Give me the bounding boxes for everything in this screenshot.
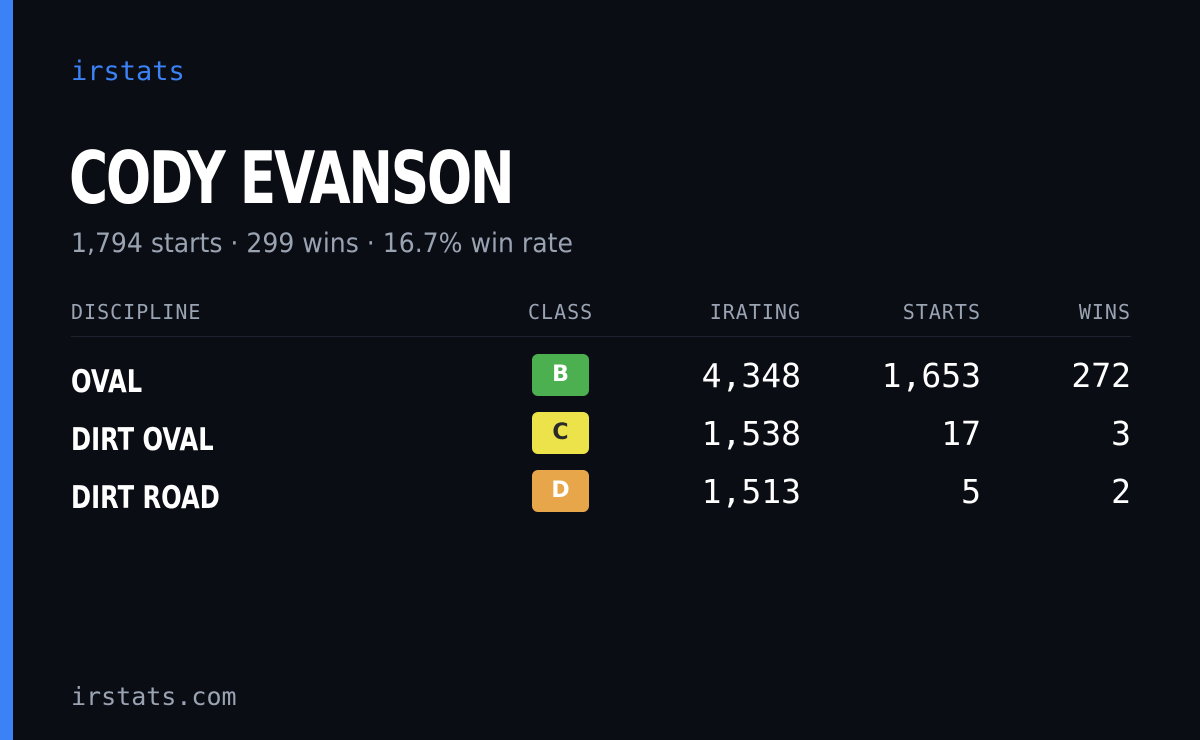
starts-value: 5 [961,472,981,511]
irating-value: 1,513 [701,472,801,511]
page-title: CODY EVANSON [69,136,515,220]
irating-value: 1,538 [701,414,801,453]
class-badge: B [532,354,589,396]
player-summary: 1,794 starts · 299 wins · 16.7% win rate [71,228,573,259]
wins-value: 2 [1111,472,1131,511]
table-row: DIRT OVAL C 1,538 17 3 [71,412,1131,470]
discipline-name: DIRT OVAL [71,422,214,458]
header-irating: IRATING [709,300,801,324]
accent-bar [0,0,13,740]
class-badge: C [532,412,589,454]
header-wins: WINS [1078,300,1131,324]
class-badge: D [532,470,589,512]
table-row: DIRT ROAD D 1,513 5 2 [71,470,1131,528]
wins-value: 272 [1071,356,1131,395]
brand-logo: irstats [71,56,185,87]
header-starts: STARTS [902,300,981,324]
table-header: DISCIPLINE CLASS IRATING STARTS WINS [71,300,1131,337]
discipline-name: DIRT ROAD [71,480,220,516]
discipline-name: OVAL [71,364,143,400]
footer-url: irstats.com [71,682,237,711]
starts-value: 17 [941,414,981,453]
stats-table: DISCIPLINE CLASS IRATING STARTS WINS OVA… [71,300,1131,528]
irating-value: 4,348 [701,356,801,395]
wins-value: 3 [1111,414,1131,453]
table-row: OVAL B 4,348 1,653 272 [71,354,1131,412]
starts-value: 1,653 [881,356,981,395]
header-discipline: DISCIPLINE [71,300,202,324]
header-class: CLASS [528,300,594,324]
